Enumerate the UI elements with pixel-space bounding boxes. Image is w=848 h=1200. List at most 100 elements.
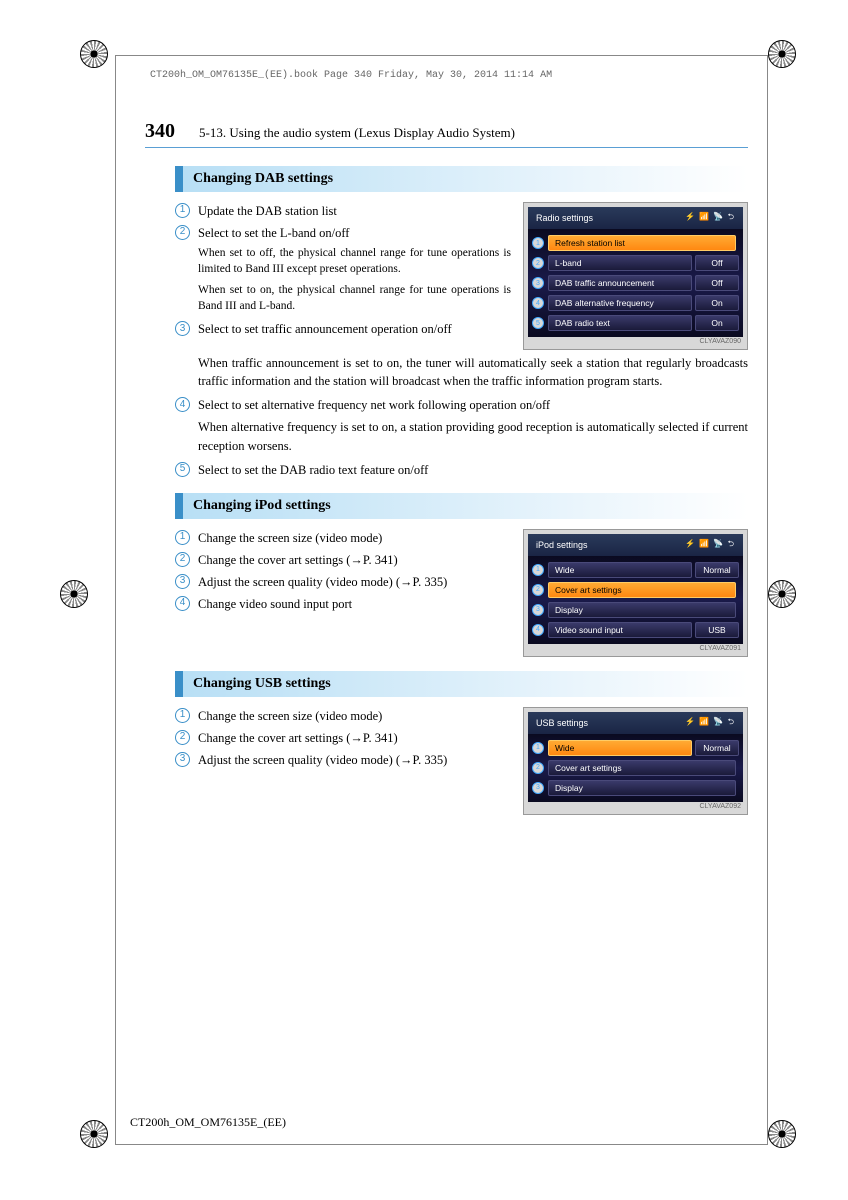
footer-code: CT200h_OM_OM76135E_(EE) [130,1115,286,1130]
row-number-badge: 1 [532,237,544,249]
screen-title: iPod settings [536,540,588,550]
section-body-dab: 1 Update the DAB station list 2 Select to … [175,202,748,479]
screen-row: 1Refresh station list [544,233,743,253]
screen-button: Cover art settings [548,760,736,776]
page-number: 340 [145,120,175,143]
section-heading-usb: Changing USB settings [175,671,748,697]
crop-mark [80,1120,120,1160]
row-number-badge: 3 [532,277,544,289]
step-marker: 4 [175,397,190,412]
step-text: Change the cover art settings (→P. 341) [198,729,511,747]
step-text: Update the DAB station list [198,202,511,220]
step-text: Change the screen size (video mode) [198,529,511,547]
chapter-title: 5-13. Using the audio system (Lexus Disp… [199,125,515,141]
screenshot-ipod: iPod settings⚡ 📶 📡 ⮌ 1WideNormal2Cover a… [523,529,748,657]
screen-button: Wide [548,740,692,756]
row-number-badge: 4 [532,297,544,309]
step-subtext: When alternative frequency is set to on,… [198,418,748,454]
page-content: 340 5-13. Using the audio system (Lexus … [145,120,748,829]
image-code: CLYAVAZ092 [528,802,743,810]
screen-row: 2L-bandOff [544,253,743,273]
header-note: CT200h_OM_OM76135E_(EE).book Page 340 Fr… [150,70,552,81]
step-text: Select to set the L-band on/off [198,224,511,242]
step-marker: 3 [175,574,190,589]
row-number-badge: 2 [532,584,544,596]
screenshot-dab: Radio settings⚡ 📶 📡 ⮌ 1Refresh station l… [523,202,748,350]
screen-title: Radio settings [536,213,593,223]
row-number-badge: 3 [532,782,544,794]
crop-mark [768,40,808,80]
screen-button: Display [548,602,736,618]
step-text: Select to set traffic announcement opera… [198,320,511,338]
row-number-badge: 5 [532,317,544,329]
screen-button: Wide [548,562,692,578]
screen-button: Display [548,780,736,796]
image-code: CLYAVAZ091 [528,644,743,652]
step-subtext: When set to off, the physical channel ra… [198,246,511,277]
step-text: Adjust the screen quality (video mode) (… [198,573,511,591]
screen-row: 5DAB radio textOn [544,313,743,333]
step-text: Adjust the screen quality (video mode) (… [198,751,511,769]
screen-value: Normal [695,562,739,578]
screen-row: 4Video sound inputUSB [544,620,743,640]
screen-row: 3Display [544,778,743,798]
row-number-badge: 1 [532,742,544,754]
screen-button: DAB alternative frequency [548,295,692,311]
row-number-badge: 2 [532,762,544,774]
step-text: Select to set the DAB radio text feature… [198,461,748,479]
step-text: Change the cover art settings (→P. 341) [198,551,511,569]
step-marker: 3 [175,321,190,336]
step-marker: 1 [175,530,190,545]
step-marker: 4 [175,596,190,611]
page-header: 340 5-13. Using the audio system (Lexus … [145,120,748,148]
step-marker: 2 [175,730,190,745]
screen-row: 3Display [544,600,743,620]
screen-row: 2Cover art settings [544,758,743,778]
screen-value: On [695,295,739,311]
screen-row: 1WideNormal [544,738,743,758]
step-subtext: When set to on, the physical channel ran… [198,283,511,314]
screen-value: Normal [695,740,739,756]
row-number-badge: 1 [532,564,544,576]
screen-value: USB [695,622,739,638]
screen-row: 4DAB alternative frequencyOn [544,293,743,313]
section-heading-dab: Changing DAB settings [175,166,748,192]
step-text: Change the screen size (video mode) [198,707,511,725]
screen-title: USB settings [536,718,588,728]
screen-button: L-band [548,255,692,271]
row-number-badge: 2 [532,257,544,269]
crop-mark [768,580,808,620]
screen-button: Refresh station list [548,235,736,251]
screen-value: Off [695,275,739,291]
step-marker: 1 [175,708,190,723]
step-subtext: When traffic announcement is set to on, … [198,354,748,390]
screen-value: On [695,315,739,331]
image-code: CLYAVAZ090 [528,337,743,345]
screen-button: Cover art settings [548,582,736,598]
row-number-badge: 4 [532,624,544,636]
screen-row: 1WideNormal [544,560,743,580]
status-icons: ⚡ 📶 📡 ⮌ [685,716,735,730]
screen-row: 3DAB traffic announcementOff [544,273,743,293]
status-icons: ⚡ 📶 📡 ⮌ [685,211,735,225]
screen-button: Video sound input [548,622,692,638]
step-text: Change video sound input port [198,595,511,613]
section-body-usb: 1 Change the screen size (video mode) 2 Cha… [175,707,748,815]
screen-button: DAB radio text [548,315,692,331]
step-marker: 2 [175,225,190,240]
step-marker: 2 [175,552,190,567]
screen-row: 2Cover art settings [544,580,743,600]
step-marker: 3 [175,752,190,767]
step-marker: 5 [175,462,190,477]
screen-button: DAB traffic announcement [548,275,692,291]
screenshot-usb: USB settings⚡ 📶 📡 ⮌ 1WideNormal2Cover ar… [523,707,748,815]
step-marker: 1 [175,203,190,218]
row-number-badge: 3 [532,604,544,616]
crop-mark [80,40,120,80]
section-body-ipod: 1 Change the screen size (video mode) 2 Cha… [175,529,748,657]
section-heading-ipod: Changing iPod settings [175,493,748,519]
screen-value: Off [695,255,739,271]
step-text: Select to set alternative frequency net … [198,396,748,414]
crop-mark [60,580,100,620]
status-icons: ⚡ 📶 📡 ⮌ [685,538,735,552]
